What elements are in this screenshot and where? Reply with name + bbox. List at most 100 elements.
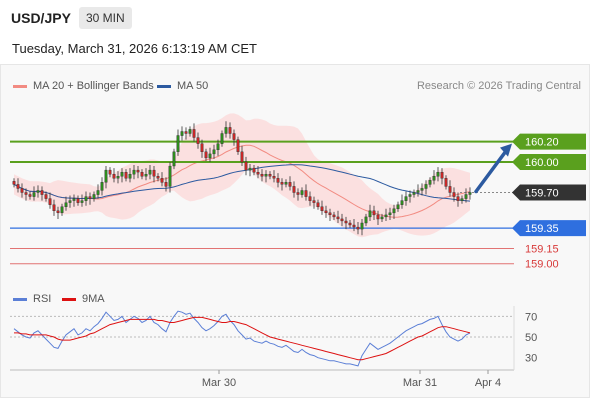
level-tag-160-20: [512, 133, 586, 150]
candle: [28, 194, 32, 197]
candle: [412, 192, 416, 195]
candle: [112, 173, 116, 179]
ma50-swatch: [157, 84, 171, 88]
candle: [352, 224, 356, 228]
candle: [24, 192, 28, 195]
last-price-label: 159.70: [525, 188, 559, 200]
candle: [248, 167, 252, 171]
candle: [36, 190, 40, 193]
level-label-160-20: 160.20: [525, 137, 559, 149]
candle: [84, 196, 88, 201]
candle: [284, 182, 288, 185]
candle: [172, 151, 176, 167]
candle: [452, 192, 456, 197]
candle: [376, 214, 380, 220]
candle: [116, 175, 120, 179]
candle: [440, 171, 444, 179]
candle: [108, 169, 112, 175]
candle: [360, 222, 364, 230]
x-tick-label: Mar 31: [403, 377, 437, 389]
level-tag-160-00: [512, 153, 586, 170]
chart-header: USD/JPY 30 MIN: [0, 0, 590, 36]
candle: [164, 182, 168, 187]
legend-ma20: MA 20 + Bollinger Bands: [13, 80, 154, 92]
candle: [140, 171, 144, 177]
candle: [184, 131, 188, 134]
candle: [448, 186, 452, 193]
candle: [432, 175, 436, 181]
candle: [364, 216, 368, 224]
candle: [348, 222, 352, 226]
rsi-tick-label-70: 70: [525, 311, 537, 323]
ma50-label: MA 50: [177, 80, 209, 92]
candle: [124, 171, 128, 179]
candle: [304, 190, 308, 197]
legend-9ma: 9MA: [62, 293, 105, 305]
candle: [224, 127, 228, 134]
candle: [324, 210, 328, 214]
candle: [212, 149, 216, 155]
candle: [196, 137, 200, 144]
candle: [288, 182, 292, 187]
candle: [100, 182, 104, 191]
candle: [40, 190, 44, 195]
legend-rsi: RSI: [13, 293, 51, 305]
chart-panel: [0, 64, 590, 398]
x-tick-label: Mar 30: [202, 377, 236, 389]
candle: [64, 202, 68, 207]
candle: [272, 175, 276, 179]
candle: [396, 204, 400, 209]
candle: [356, 226, 360, 230]
candle: [120, 171, 124, 177]
candle: [92, 194, 96, 199]
candle: [20, 188, 24, 193]
candle: [208, 153, 212, 159]
candle: [176, 135, 180, 152]
candle: [200, 143, 204, 152]
candle: [160, 178, 164, 183]
candle: [280, 182, 284, 185]
candle: [404, 196, 408, 201]
candle: [260, 173, 264, 177]
level-label-159-15: 159.15: [525, 243, 559, 255]
candle: [52, 204, 56, 211]
candle: [380, 216, 384, 220]
last-price-tag: [512, 184, 586, 201]
candle: [220, 133, 224, 144]
candle: [228, 127, 232, 134]
research-credit: Research © 2026 Trading Central: [416, 80, 581, 92]
candle: [76, 198, 80, 203]
candle: [420, 188, 424, 191]
datetime-label: Tuesday, March 31, 2026 6:13:19 AM CET: [12, 41, 257, 56]
level-label-159-00: 159.00: [525, 259, 559, 271]
candle: [256, 171, 260, 175]
candle: [308, 196, 312, 201]
candle: [268, 173, 272, 177]
candle: [392, 208, 396, 214]
candle: [332, 214, 336, 218]
candle: [400, 200, 404, 205]
candle: [424, 184, 428, 189]
candle: [68, 200, 72, 203]
timeframe-button[interactable]: 30 MIN: [79, 7, 132, 29]
candle: [104, 169, 108, 183]
candle: [232, 133, 236, 140]
candle: [384, 214, 388, 218]
candle: [72, 198, 76, 201]
candle: [88, 196, 92, 199]
candle: [12, 181, 16, 185]
level-tag-159-35: [512, 220, 586, 237]
ma9-label: 9MA: [82, 293, 105, 305]
candle: [388, 212, 392, 216]
candle: [152, 169, 156, 177]
candle: [192, 129, 196, 138]
candle: [96, 190, 100, 195]
candle: [180, 131, 184, 136]
candle: [296, 192, 300, 195]
candle: [340, 218, 344, 222]
candle: [244, 161, 248, 171]
candle: [460, 198, 464, 201]
candle: [456, 196, 460, 201]
candle: [320, 206, 324, 211]
